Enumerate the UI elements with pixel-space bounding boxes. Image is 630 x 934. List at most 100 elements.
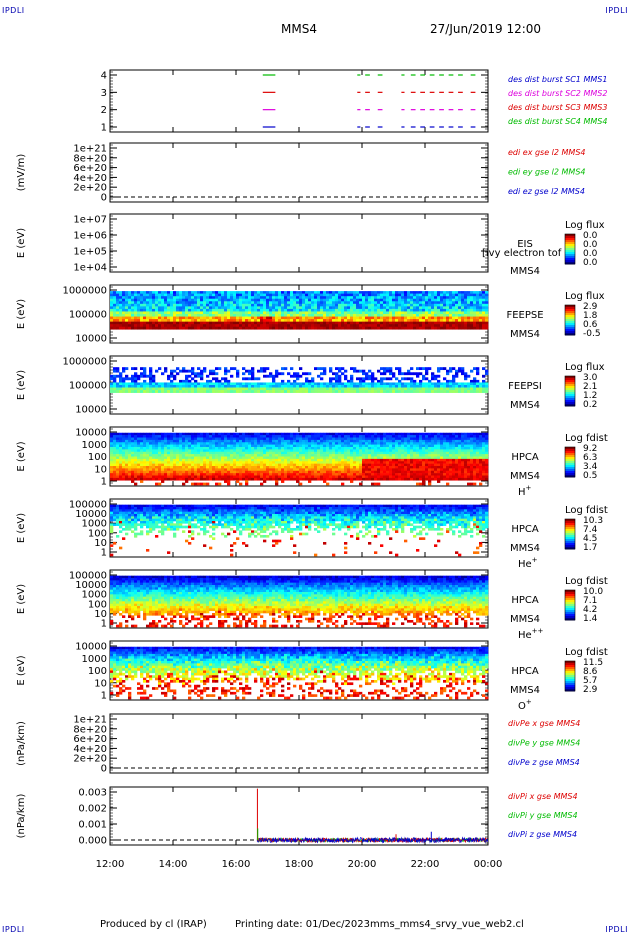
spectrogram-cell (401, 301, 405, 305)
spectrogram-cell (131, 382, 135, 386)
colorbar-title: Log flux (565, 362, 605, 373)
spectrogram-cell (161, 291, 165, 294)
spectrogram-cell (197, 456, 201, 460)
spectrogram-cell (293, 296, 297, 300)
spectrogram-cell (272, 316, 276, 320)
spectrogram-cell (212, 306, 216, 310)
spectrogram-cell (176, 463, 180, 467)
spectrogram-cell (413, 314, 417, 317)
spectrogram-cell (155, 296, 159, 300)
spectrogram-cell (131, 456, 135, 460)
spectrogram-cell (323, 372, 327, 376)
spectrogram-cell (296, 374, 300, 378)
spectrogram-cell (323, 319, 327, 322)
spectrogram-cell (365, 316, 369, 320)
spectrogram-cell (263, 451, 267, 455)
spectrogram-cell (284, 308, 288, 312)
spectrogram-cell (119, 432, 123, 436)
spectrogram-cell (482, 293, 486, 297)
spectrogram-cell (359, 385, 363, 388)
spectrogram-cell (203, 477, 207, 481)
spectrogram-cell (365, 303, 369, 307)
spectrogram-cell (113, 314, 117, 317)
spectrogram-cell (275, 385, 279, 388)
spectrogram-cell (368, 293, 372, 297)
spectrogram-cell (287, 303, 291, 307)
spectrogram-cell (161, 451, 165, 455)
spectrogram-cell (269, 435, 273, 438)
spectrogram-cell (230, 470, 234, 474)
spectrogram-cell (296, 382, 300, 386)
spectrogram-cell (143, 306, 147, 310)
spectrogram-cell (323, 382, 327, 386)
spectrogram-cell (368, 298, 372, 302)
spectrogram-cell (287, 316, 291, 320)
spectrogram-cell (332, 382, 336, 386)
spectrogram-cell (143, 387, 147, 391)
spectrogram-cell (224, 382, 228, 386)
spectrogram-cell (299, 432, 303, 436)
spectrogram-cell (203, 468, 207, 472)
spectrogram-cell (140, 449, 144, 453)
spectrogram-cell (389, 369, 393, 373)
spectrogram-cell (341, 444, 345, 448)
spectrogram-cell (416, 387, 420, 391)
spectrogram-cell (359, 308, 363, 312)
spectrogram-cell (371, 308, 375, 312)
spectrogram-cell (368, 387, 372, 391)
spectrogram-cell (407, 303, 411, 307)
spectrogram-cell (473, 382, 477, 386)
spectrogram-cell (170, 387, 174, 391)
spectrogram-cell (362, 303, 366, 307)
spectrogram-cell (389, 390, 393, 393)
spectrogram-cell (305, 319, 309, 322)
spectrogram-cell (179, 435, 183, 438)
spectrogram-cell (269, 447, 273, 450)
spectrogram-cell (467, 385, 471, 388)
spectrogram-cell (173, 466, 177, 469)
spectrogram-cell (128, 298, 132, 302)
spectrogram-cell (284, 367, 288, 371)
spectrogram-cell (290, 435, 294, 438)
spectrogram-cell (269, 473, 273, 476)
spectrogram-cell (290, 306, 294, 310)
spectrogram-cell (335, 458, 339, 462)
spectrogram-cell (164, 324, 168, 328)
spectrogram-cell (413, 308, 417, 312)
spectrogram-cell (305, 458, 309, 462)
spectrogram-cell (314, 444, 318, 448)
spectrogram-cell (431, 306, 435, 310)
spectrogram-cell (233, 296, 237, 300)
spectrogram-cell (437, 311, 441, 315)
spectrogram-cell (212, 437, 216, 441)
spectrogram-cell (473, 377, 477, 381)
spectrogram-cell (134, 466, 138, 469)
spectrogram-cell (218, 311, 222, 315)
spectrogram-cell (425, 390, 429, 393)
spectrogram-cell (233, 461, 237, 464)
spectrogram-cell (365, 311, 369, 315)
spectrogram-cell (188, 301, 192, 305)
spectrogram-cell (356, 369, 360, 373)
spectrogram-cell (131, 303, 135, 307)
spectrogram-cell (200, 291, 204, 294)
spectrogram-cell (326, 463, 330, 467)
spectrogram-cell (281, 442, 285, 445)
spectrogram-cell (236, 454, 240, 457)
spectrogram-cell (230, 324, 234, 328)
spectrogram-cell (161, 316, 165, 320)
spectrogram-cell (320, 390, 324, 393)
spectrogram-cell (371, 296, 375, 300)
spectrogram-cell (452, 321, 456, 325)
spectrogram-cell (287, 451, 291, 455)
spectrogram-cell (233, 324, 237, 328)
spectrogram-cell (359, 306, 363, 310)
spectrogram-cell (173, 385, 177, 388)
spectrogram-cell (209, 475, 213, 479)
spectrogram-cell (155, 458, 159, 462)
spectrogram-cell (125, 470, 129, 474)
spectrogram-cell (311, 449, 315, 453)
spectrogram-cell (440, 367, 444, 371)
spectrogram-cell (275, 451, 279, 455)
spectrogram-cell (380, 326, 384, 330)
